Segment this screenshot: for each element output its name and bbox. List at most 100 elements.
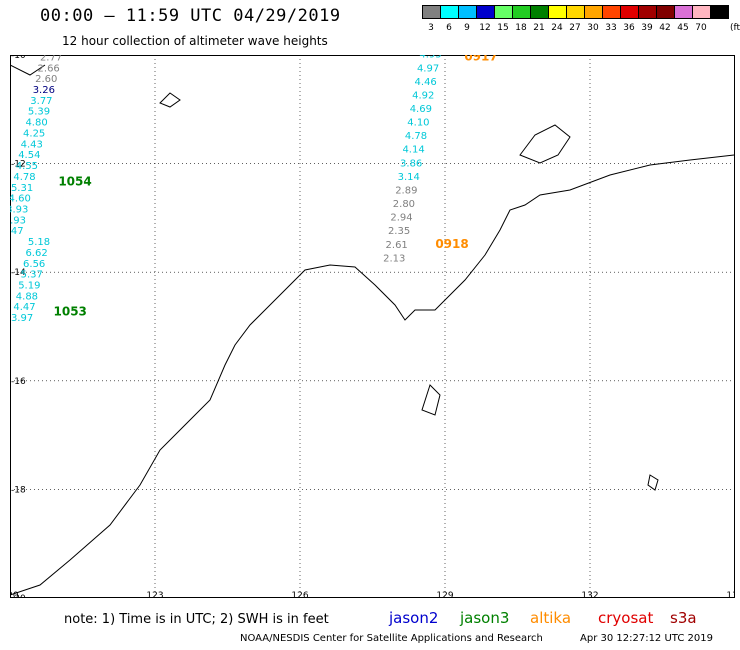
wave-height-value: 4.78 xyxy=(405,131,427,142)
satellite-jason3: jason3 xyxy=(460,609,510,627)
wave-height-value: 2.60 xyxy=(35,74,57,85)
wave-height-value: 2.89 xyxy=(395,185,417,196)
wave-height-value: 4.54 xyxy=(18,150,40,161)
wave-height-value: 2.80 xyxy=(393,199,415,210)
legend-label: 6 xyxy=(446,23,452,33)
lon-tick-label: 132 xyxy=(581,591,598,598)
generated-timestamp: Apr 30 12:27:12 UTC 2019 xyxy=(580,633,713,644)
legend-swatch xyxy=(620,5,639,19)
wave-height-value: 5.18 xyxy=(28,237,50,248)
wave-height-value: 4.95 xyxy=(419,55,441,61)
wave-height-value: 2.13 xyxy=(383,253,405,264)
pass-label: 0917 xyxy=(464,55,497,63)
legend-label: 42 xyxy=(659,23,671,33)
satellite-cryosat: cryosat xyxy=(598,609,654,627)
satellite-jason2: jason2 xyxy=(389,609,439,627)
wave-height-value: 2.61 xyxy=(386,240,408,251)
wave-height-value: 2.35 xyxy=(388,226,410,237)
legend-label: 18 xyxy=(515,23,527,33)
legend-swatch xyxy=(512,5,531,19)
map-frame xyxy=(10,55,735,598)
wave-height-value: 4.25 xyxy=(23,128,45,139)
credit-line: NOAA/NESDIS Center for Satellite Applica… xyxy=(240,633,543,644)
wave-height-value: 4.14 xyxy=(402,145,424,156)
lon-tick-label: 120 xyxy=(10,591,19,598)
wave-height-value: 4.88 xyxy=(16,291,38,302)
legend-swatch xyxy=(530,5,549,19)
wave-height-value: 2.66 xyxy=(38,63,60,74)
coastline xyxy=(159,92,181,108)
lon-tick-label: 126 xyxy=(291,591,308,598)
legend-swatch xyxy=(692,5,711,19)
legend-swatch xyxy=(548,5,567,19)
wave-height-value: 5.37 xyxy=(21,270,43,281)
legend-label: 70 xyxy=(695,23,707,33)
wave-height-value: 4.55 xyxy=(16,161,38,172)
lat-tick-label: -18 xyxy=(11,485,26,495)
lat-tick-label: -20 xyxy=(11,594,26,598)
wave-height-value: 3.26 xyxy=(33,85,55,96)
coastline xyxy=(421,384,441,416)
legend-swatch xyxy=(674,5,693,19)
satellite-s3a: s3a xyxy=(670,609,697,627)
coastline xyxy=(519,124,571,164)
legend-label: 39 xyxy=(641,23,653,33)
wave-height-value: 3.93 xyxy=(10,204,28,215)
wave-height-value: 4.69 xyxy=(410,104,432,115)
wave-height-value: 3.97 xyxy=(11,313,33,324)
legend-swatch xyxy=(710,5,729,19)
page-subtitle: 12 hour collection of altimeter wave hei… xyxy=(62,34,328,48)
wave-height-value: 3.86 xyxy=(400,158,422,169)
legend-label: 45 xyxy=(677,23,689,33)
wave-height-value: 6.62 xyxy=(25,248,47,259)
wave-height-value: 5.31 xyxy=(11,183,33,194)
pass-label: 1053 xyxy=(54,305,87,319)
coastline xyxy=(647,474,659,491)
pass-label: 0918 xyxy=(435,237,468,251)
legend-label: 30 xyxy=(587,23,599,33)
lon-tick-label: 135 xyxy=(726,591,735,598)
wave-height-value: 2.94 xyxy=(390,213,412,224)
wave-height-value: 3.77 xyxy=(30,96,52,107)
lat-tick-label: -10 xyxy=(11,55,26,61)
lon-tick-label: 123 xyxy=(146,591,163,598)
lon-tick-label: 129 xyxy=(436,591,453,598)
wave-height-value: 4.10 xyxy=(407,118,429,129)
wave-height-value: 4.46 xyxy=(415,77,437,88)
pass-label: 1054 xyxy=(58,174,91,188)
footer-note: note: 1) Time is in UTC; 2) SWH is in fe… xyxy=(64,612,329,627)
wave-height-value: 5.47 xyxy=(10,226,24,237)
wave-height-value: 5.39 xyxy=(28,107,50,118)
wave-height-value: 4.60 xyxy=(10,194,31,205)
legend-swatch xyxy=(638,5,657,19)
lat-tick-label: -14 xyxy=(11,268,26,278)
legend-swatch xyxy=(422,5,441,19)
wave-height-value: 4.97 xyxy=(417,63,439,74)
legend-swatch xyxy=(656,5,675,19)
legend-label: 36 xyxy=(623,23,635,33)
legend-swatch xyxy=(440,5,459,19)
wave-height-value: 4.93 xyxy=(10,215,26,226)
legend-swatch xyxy=(458,5,477,19)
lat-tick-label: -12 xyxy=(11,160,26,170)
legend-label: 12 xyxy=(479,23,491,33)
legend-swatch xyxy=(566,5,585,19)
wave-height-value: 5.19 xyxy=(18,280,40,291)
lat-tick-label: -16 xyxy=(11,377,26,387)
legend-label: 3 xyxy=(428,23,434,33)
legend-label: 27 xyxy=(569,23,581,33)
legend-swatch xyxy=(602,5,621,19)
wave-height-value: 4.43 xyxy=(21,139,43,150)
wave-height-value: 4.78 xyxy=(13,172,35,183)
legend-label: 24 xyxy=(551,23,563,33)
wave-height-value: 4.47 xyxy=(13,302,35,313)
legend-label: 15 xyxy=(497,23,509,33)
wave-height-value: 4.92 xyxy=(412,90,434,101)
legend-unit: (ft) xyxy=(730,23,740,33)
legend-swatch xyxy=(584,5,603,19)
wave-height-value: 2.77 xyxy=(40,55,62,63)
wave-height-map: 120 123 126 129 132 135 -10 -12 -14 -16 -18 -20 2.77… xyxy=(10,55,735,598)
legend-label: 33 xyxy=(605,23,617,33)
